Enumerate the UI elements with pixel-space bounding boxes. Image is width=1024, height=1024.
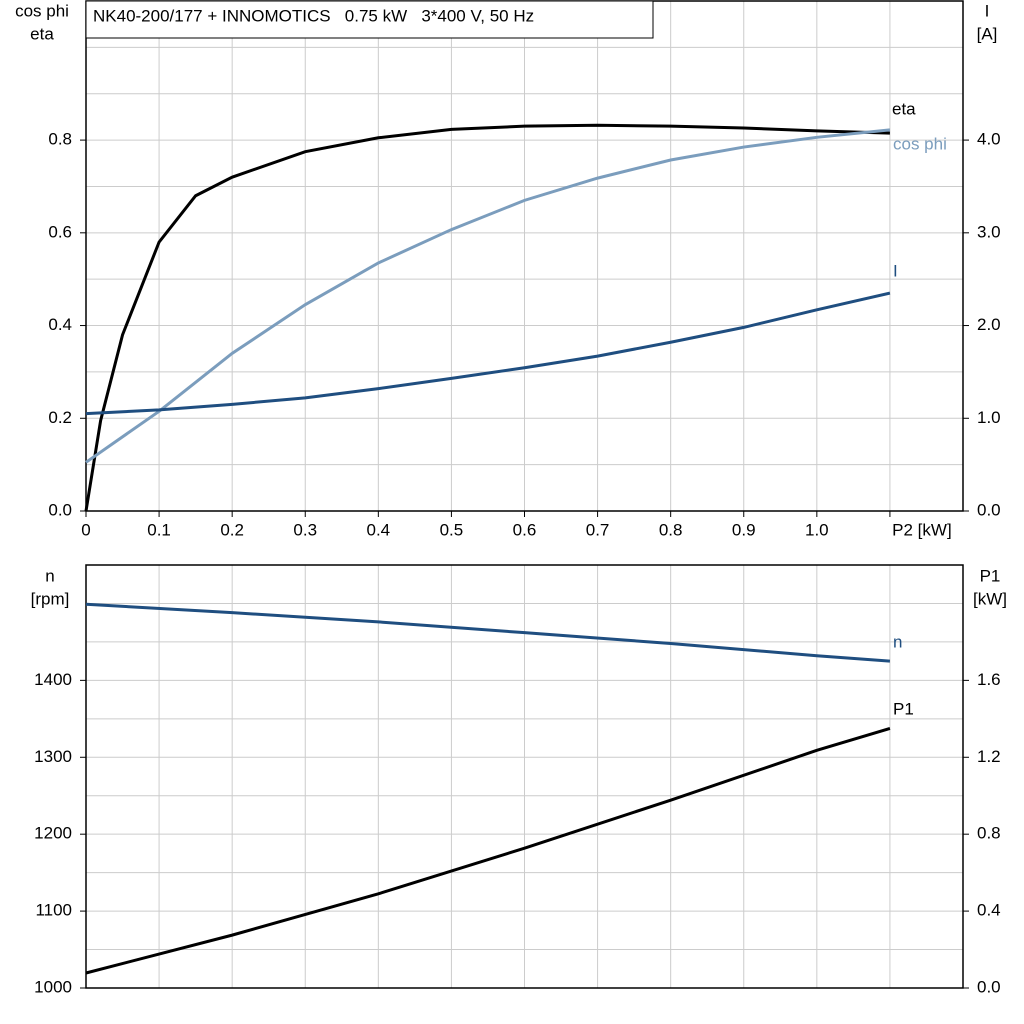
y2-axis-label: [kW] [973, 589, 1007, 608]
y-axis-label: cos phi [15, 1, 69, 20]
curve [85, 291, 891, 416]
chart-title: NK40-200/177 + INNOMOTICS 0.75 kW 3*400 … [93, 6, 534, 25]
x-tick-label: 0.3 [293, 520, 317, 539]
y2-axis-label: [A] [977, 24, 998, 43]
y2-tick-label: 1.2 [977, 747, 1001, 766]
y-tick-label: 0.2 [48, 408, 72, 427]
plot-frame [85, 564, 964, 989]
x-tick-label: 0.7 [586, 520, 610, 539]
y-axis-label: n [45, 566, 54, 585]
y-tick-label: 0.6 [48, 222, 72, 241]
x-tick-label: 0.6 [513, 520, 537, 539]
y2-tick-label: 2.0 [977, 315, 1001, 334]
x-tick-label: 0.4 [367, 520, 391, 539]
y2-axis-label: I [985, 1, 990, 20]
y2-axis-label: P1 [980, 566, 1001, 585]
y2-tick-label: 1.0 [977, 408, 1001, 427]
curve-label: n [893, 632, 902, 651]
y2-tick-label: 1.6 [977, 670, 1001, 689]
curve [85, 128, 891, 464]
curve [84, 123, 890, 512]
y-tick-label: 0.4 [48, 315, 72, 334]
y2-tick-label: 0.0 [977, 500, 1001, 519]
x-tick-label: 1.0 [805, 520, 829, 539]
x-tick-label: 0.9 [732, 520, 756, 539]
y2-tick-label: 0.0 [977, 977, 1001, 996]
x-tick-label: 0 [81, 520, 90, 539]
y-tick-label: 1300 [34, 747, 72, 766]
curve [85, 602, 891, 663]
curve [85, 726, 891, 975]
y-tick-label: 1000 [34, 977, 72, 996]
curve-label: eta [892, 99, 916, 118]
curve-label: P1 [893, 699, 914, 718]
y-tick-label: 0.0 [48, 500, 72, 519]
y-tick-label: 0.8 [48, 130, 72, 149]
y2-tick-label: 3.0 [977, 222, 1001, 241]
curve-label: cos phi [893, 134, 947, 153]
y-tick-label: 1400 [34, 670, 72, 689]
title-box [85, 0, 654, 39]
y-axis-label: [rpm] [31, 589, 70, 608]
y2-tick-label: 0.4 [977, 901, 1001, 920]
x-tick-label: 0.1 [147, 520, 171, 539]
y-axis-label: eta [30, 24, 54, 43]
x-tick-label: 0.8 [659, 520, 683, 539]
curve-label: I [893, 261, 898, 280]
x-tick-label: 0.2 [220, 520, 244, 539]
y-tick-label: 1100 [35, 901, 72, 920]
y2-tick-label: 0.8 [977, 824, 1001, 843]
y-tick-label: 1200 [34, 824, 72, 843]
x-tick-label: 0.5 [440, 520, 464, 539]
x-tick-label: P2 [kW] [892, 520, 952, 539]
y2-tick-label: 4.0 [977, 130, 1001, 149]
